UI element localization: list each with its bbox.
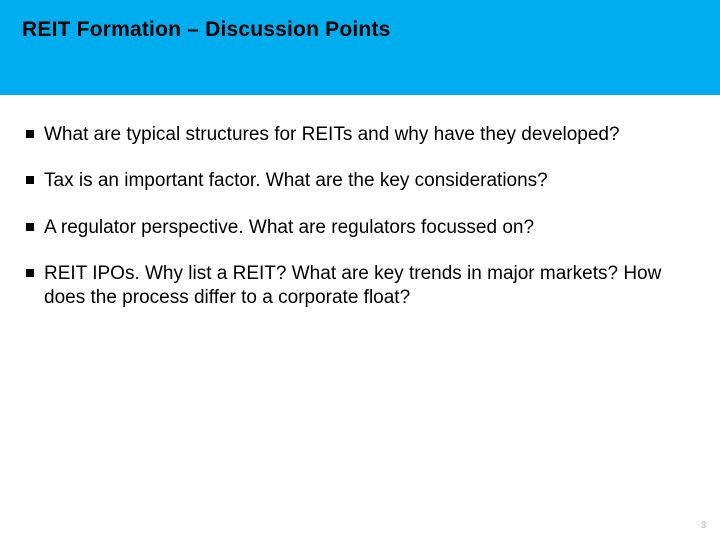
bullet-square-icon	[26, 176, 34, 184]
bullet-square-icon	[26, 223, 34, 231]
list-item: REIT IPOs. Why list a REIT? What are key…	[26, 262, 694, 311]
content-area: What are typical structures for REITs an…	[0, 95, 720, 311]
bullet-text: What are typical structures for REITs an…	[44, 124, 620, 145]
list-item: Tax is an important factor. What are the…	[26, 169, 694, 193]
header-bar: REIT Formation – Discussion Points	[0, 0, 720, 95]
bullet-list: What are typical structures for REITs an…	[26, 123, 694, 311]
bullet-square-icon	[26, 269, 34, 277]
bullet-square-icon	[26, 130, 34, 138]
bullet-text: REIT IPOs. Why list a REIT? What are key…	[44, 263, 661, 308]
slide-title: REIT Formation – Discussion Points	[22, 18, 698, 42]
list-item: What are typical structures for REITs an…	[26, 123, 694, 147]
bullet-text: A regulator perspective. What are regula…	[44, 217, 534, 238]
slide: REIT Formation – Discussion Points What …	[0, 0, 720, 540]
bullet-text: Tax is an important factor. What are the…	[44, 170, 548, 191]
list-item: A regulator perspective. What are regula…	[26, 216, 694, 240]
page-number: 3	[701, 520, 706, 530]
